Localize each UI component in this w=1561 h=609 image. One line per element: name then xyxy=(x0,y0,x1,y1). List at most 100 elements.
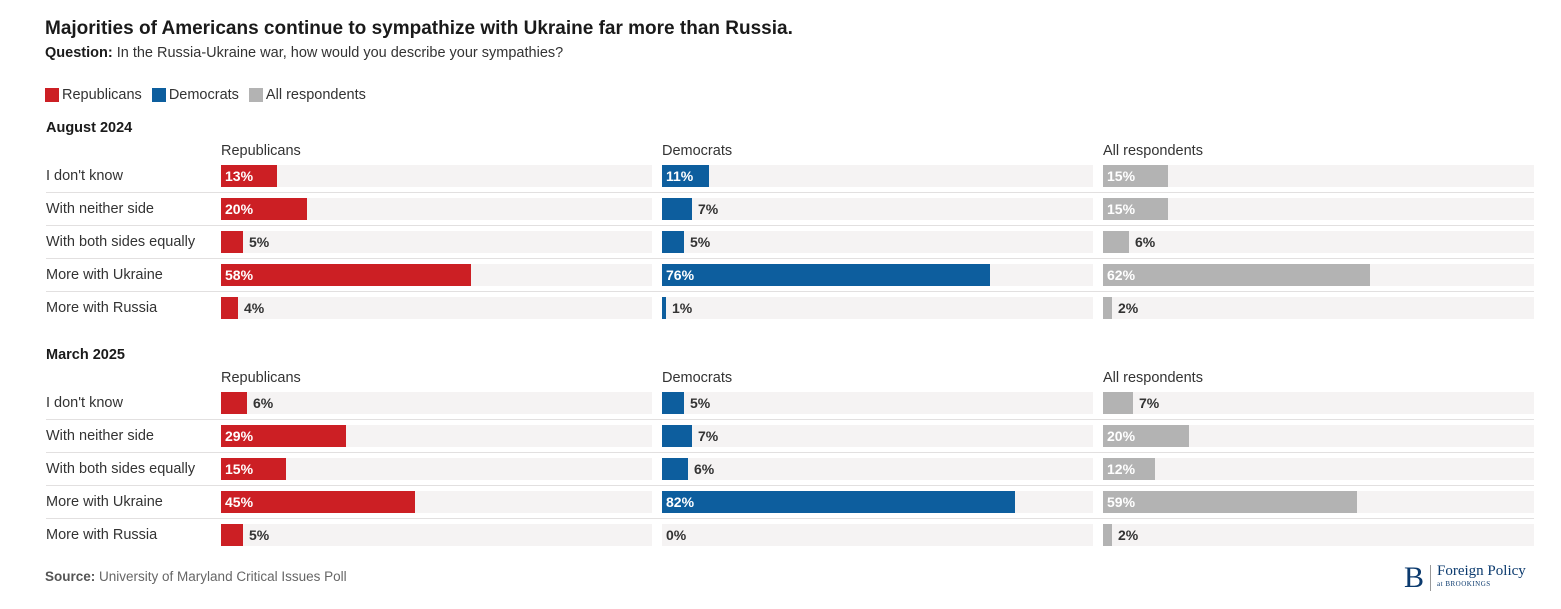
bar-democrats xyxy=(662,491,1015,513)
bar-democrats xyxy=(662,198,692,220)
row-divider xyxy=(46,419,1534,420)
bar-democrats xyxy=(662,458,688,480)
data-label: 5% xyxy=(249,527,270,543)
bar-democrats xyxy=(662,231,684,253)
bar-track: 2% xyxy=(1103,524,1534,546)
bar-track: 62% xyxy=(1103,264,1534,286)
data-label: 76% xyxy=(666,267,695,283)
data-label: 5% xyxy=(690,234,711,250)
data-label: 2% xyxy=(1118,300,1139,316)
data-label: 45% xyxy=(225,494,254,510)
category-label: With both sides equally xyxy=(46,461,196,477)
bar-republicans xyxy=(221,425,346,447)
bar-track: 6% xyxy=(1103,231,1534,253)
data-label: 6% xyxy=(694,461,715,477)
bar-track: 5% xyxy=(662,231,1093,253)
panel-title-august-2024: August 2024 xyxy=(46,120,133,136)
data-label: 15% xyxy=(225,461,254,477)
bar-republicans xyxy=(221,458,286,480)
column-header-democrats-august-2024: Democrats xyxy=(662,143,733,159)
bar-track: 2% xyxy=(1103,297,1534,319)
data-label: 58% xyxy=(225,267,254,283)
bar-track: 5% xyxy=(221,524,652,546)
bar-all-respondents xyxy=(1103,231,1129,253)
bar-all-respondents xyxy=(1103,425,1189,447)
bar-republicans xyxy=(221,165,277,187)
bar-track: 58% xyxy=(221,264,652,286)
bar-track: 29% xyxy=(221,425,652,447)
data-label: 62% xyxy=(1107,267,1136,283)
bar-track: 11% xyxy=(662,165,1093,187)
category-label: I don't know xyxy=(46,395,123,411)
legend-item-republicans: Republicans xyxy=(45,87,142,103)
data-label: 7% xyxy=(698,201,719,217)
bar-all-respondents xyxy=(1103,392,1133,414)
source-note: Source: University of Maryland Critical … xyxy=(45,569,347,584)
category-label: More with Russia xyxy=(46,300,158,316)
bar-democrats xyxy=(662,165,709,187)
bar-track: 15% xyxy=(1103,165,1534,187)
data-label: 20% xyxy=(225,201,254,217)
data-label: 2% xyxy=(1118,527,1139,543)
bar-all-respondents xyxy=(1103,458,1155,480)
row-divider xyxy=(46,518,1534,519)
source-label: Source: xyxy=(45,569,96,584)
data-label: 0% xyxy=(666,527,687,543)
category-label: With neither side xyxy=(46,201,154,217)
question-text: In the Russia-Ukraine war, how would you… xyxy=(116,45,564,61)
data-label: 15% xyxy=(1107,168,1136,184)
bar-democrats xyxy=(662,297,666,319)
bar-track: 15% xyxy=(1103,198,1534,220)
bar-track: 5% xyxy=(221,231,652,253)
column-header-republicans-august-2024: Republicans xyxy=(221,143,301,159)
bar-all-respondents xyxy=(1103,524,1112,546)
legend-label-democrats: Democrats xyxy=(168,87,239,103)
row-divider xyxy=(46,225,1534,226)
column-header-republicans-march-2025: Republicans xyxy=(221,370,301,386)
data-label: 82% xyxy=(666,494,695,510)
source-text: University of Maryland Critical Issues P… xyxy=(99,569,347,584)
bar-democrats xyxy=(662,264,990,286)
data-label: 5% xyxy=(249,234,270,250)
bar-all-respondents xyxy=(1103,264,1370,286)
data-label: 6% xyxy=(1135,234,1156,250)
column-header-democrats-march-2025: Democrats xyxy=(662,370,733,386)
bar-track: 20% xyxy=(221,198,652,220)
bar-all-respondents xyxy=(1103,198,1168,220)
column-header-all-respondents-august-2024: All respondents xyxy=(1103,143,1203,159)
column-header-all-respondents-march-2025: All respondents xyxy=(1103,370,1203,386)
bar-track: 6% xyxy=(221,392,652,414)
bar-track: 0% xyxy=(662,524,1093,546)
data-label: 15% xyxy=(1107,201,1136,217)
bar-democrats xyxy=(662,425,692,447)
data-label: 7% xyxy=(1139,395,1160,411)
bar-republicans xyxy=(221,524,243,546)
bar-track: 6% xyxy=(662,458,1093,480)
bar-track: 82% xyxy=(662,491,1093,513)
bar-all-respondents xyxy=(1103,165,1168,187)
bar-track: 20% xyxy=(1103,425,1534,447)
bar-track: 45% xyxy=(221,491,652,513)
bar-track: 76% xyxy=(662,264,1093,286)
data-label: 5% xyxy=(690,395,711,411)
bar-republicans xyxy=(221,392,247,414)
bar-republicans xyxy=(221,198,307,220)
bar-track: 12% xyxy=(1103,458,1534,480)
bar-democrats xyxy=(662,392,684,414)
legend-label-republicans: Republicans xyxy=(62,87,142,103)
logo-text: Foreign Policy at BROOKINGS xyxy=(1437,563,1526,589)
bar-republicans xyxy=(221,231,243,253)
logo-sub-text: at BROOKINGS xyxy=(1437,580,1491,588)
data-label: 4% xyxy=(244,300,265,316)
bar-track: 4% xyxy=(221,297,652,319)
bar-all-respondents xyxy=(1103,297,1112,319)
category-label: With both sides equally xyxy=(46,234,196,250)
category-label: With neither side xyxy=(46,428,154,444)
legend-item-democrats: Democrats xyxy=(151,87,239,103)
row-divider xyxy=(46,291,1534,292)
question-label: Question: xyxy=(45,45,113,61)
bar-republicans xyxy=(221,491,415,513)
row-divider xyxy=(46,485,1534,486)
category-label: More with Ukraine xyxy=(46,267,163,283)
bar-republicans xyxy=(221,264,471,286)
